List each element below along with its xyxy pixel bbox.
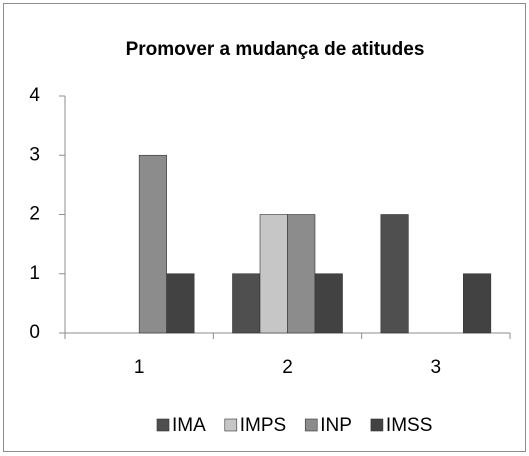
- bar: [380, 214, 409, 334]
- bar: [232, 273, 261, 334]
- y-tick-label: 0: [29, 322, 40, 343]
- y-tick-label: 1: [29, 263, 40, 284]
- legend-label: IMPS: [240, 415, 286, 436]
- legend-label: INP: [320, 415, 352, 436]
- bar: [287, 214, 316, 334]
- legend-label: IMSS: [386, 415, 432, 436]
- legend-label: IMA: [172, 415, 206, 436]
- y-tick-label: 2: [29, 204, 40, 225]
- x-tick-label: 1: [134, 357, 145, 378]
- bar: [166, 273, 195, 334]
- bar: [138, 154, 167, 334]
- bar: [463, 273, 492, 334]
- y-tick-label: 4: [29, 85, 40, 106]
- legend-swatch: [224, 418, 238, 432]
- legend-swatch: [370, 418, 384, 432]
- chart-title: Promover a mudança de atitudes: [126, 39, 425, 60]
- bar: [314, 273, 343, 334]
- x-tick-label: 2: [282, 357, 293, 378]
- bar: [259, 214, 288, 334]
- legend-swatch: [304, 418, 318, 432]
- x-tick-label: 3: [431, 357, 442, 378]
- y-tick-label: 3: [29, 144, 40, 165]
- legend-swatch: [156, 418, 170, 432]
